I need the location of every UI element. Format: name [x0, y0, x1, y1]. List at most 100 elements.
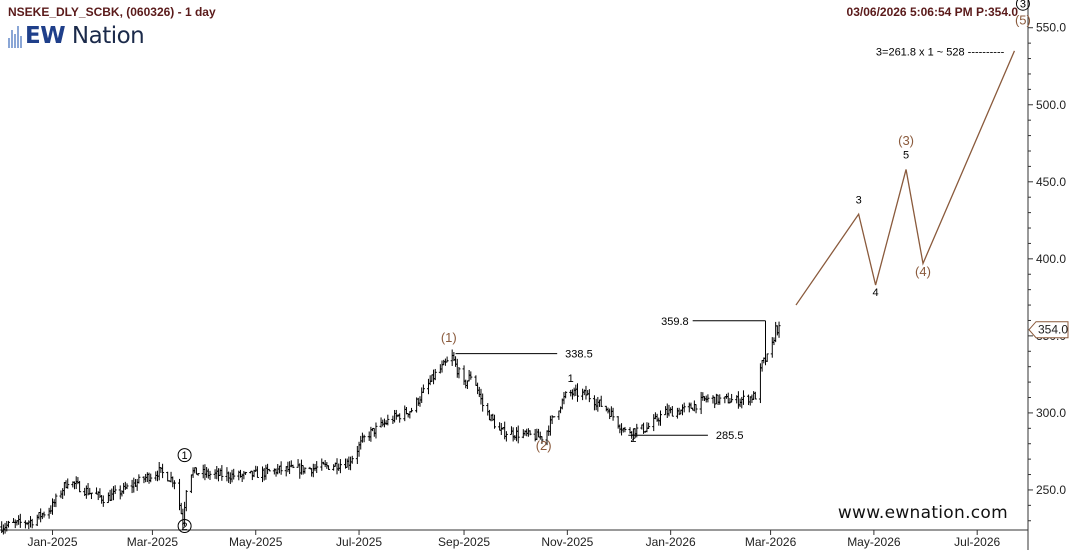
ohlc-bar — [147, 472, 151, 484]
ohlc-bar — [748, 396, 752, 406]
ohlc-bar — [196, 473, 200, 476]
ohlc-bar — [692, 400, 696, 412]
ohlc-bar — [298, 463, 302, 479]
ohlc-bar — [428, 375, 432, 386]
ohlc-bar — [515, 427, 519, 442]
last-price-label: 354.0 — [1038, 323, 1068, 337]
ohlc-bar — [657, 417, 661, 426]
ohlc-bar — [194, 467, 198, 475]
ohlc-bar — [225, 467, 229, 482]
x-tick-label: Jan-2025 — [27, 535, 77, 549]
y-tick-label: 300.0 — [1036, 406, 1066, 420]
ohlc-bars — [0, 321, 781, 535]
wave-label: 5 — [903, 150, 909, 162]
ohlc-bar — [18, 513, 22, 528]
ohlc-bar — [296, 459, 300, 468]
ohlc-bar — [228, 472, 232, 484]
ohlc-bar — [699, 391, 703, 415]
ohlc-bar — [587, 389, 591, 403]
ohlc-bar — [706, 394, 710, 403]
ohlc-bar — [758, 363, 762, 404]
datetime-price-readout: 03/06/2026 5:06:54 PM P:354.0 — [846, 5, 1018, 19]
wave-label: 4 — [873, 287, 879, 299]
ohlc-bar — [323, 460, 327, 468]
ohlc-bar — [537, 428, 541, 438]
ohlc-bar — [604, 405, 608, 412]
ohlc-bar — [262, 468, 266, 481]
ohlc-bar — [30, 518, 34, 529]
x-tick-label: Jul-2026 — [954, 535, 1000, 549]
ohlc-bar — [284, 466, 288, 477]
ohlc-bar — [42, 511, 46, 518]
ohlc-bar — [665, 403, 669, 418]
ohlc-bar — [279, 461, 283, 475]
ohlc-bar — [723, 396, 727, 404]
ohlc-bar — [51, 498, 55, 515]
level-label: 338.5 — [565, 349, 593, 361]
x-tick-label: Jan-2026 — [646, 535, 696, 549]
ohlc-bar — [267, 468, 271, 472]
ohlc-bar — [525, 428, 529, 437]
ohlc-bar — [664, 406, 668, 416]
ohlc-bar — [335, 458, 339, 475]
wave-label-circle — [177, 519, 192, 533]
ohlc-bar — [416, 397, 420, 406]
ohlc-bar — [135, 478, 139, 491]
fib-annotation: 3=261.8 x 1 ~ 528 ---------- — [876, 46, 1005, 58]
x-tick-label: Nov-2025 — [541, 535, 593, 549]
ohlc-bar — [469, 371, 473, 380]
ohlc-bar — [516, 425, 520, 444]
ohlc-bar — [547, 425, 551, 436]
ohlc-bar — [689, 402, 693, 409]
wave-label: (5) — [1015, 13, 1031, 28]
ohlc-bar — [481, 393, 485, 412]
ohlc-bar — [125, 483, 129, 490]
ohlc-bar — [504, 431, 508, 442]
ohlc-bar — [694, 404, 698, 414]
ohlc-bar — [467, 370, 471, 382]
ohlc-bar — [477, 386, 481, 398]
ohlc-bar — [184, 490, 188, 512]
ohlc-bar — [426, 378, 430, 395]
ohlc-bar — [752, 391, 756, 400]
ohlc-bar — [338, 459, 342, 474]
ohlc-bar — [403, 405, 407, 422]
ohlc-bar — [487, 409, 491, 421]
ohlc-bar — [3, 522, 7, 534]
ohlc-bar — [450, 349, 454, 366]
ohlc-bar — [598, 399, 602, 407]
ohlc-bar — [415, 397, 419, 413]
ohlc-bar — [576, 383, 580, 402]
ohlc-bar — [171, 476, 175, 488]
ohlc-bar — [189, 474, 193, 494]
ohlc-bar — [740, 396, 744, 409]
ohlc-bar — [261, 466, 265, 483]
ohlc-bar — [420, 387, 424, 403]
ohlc-bar — [320, 458, 324, 471]
ohlc-bar — [594, 398, 598, 411]
ohlc-bar — [394, 409, 398, 420]
ohlc-bar — [289, 460, 293, 468]
ohlc-bar — [154, 471, 158, 481]
ohlc-bar — [763, 353, 767, 366]
ohlc-bar — [552, 416, 556, 418]
ohlc-bar — [359, 435, 363, 450]
ohlc-bar — [84, 485, 88, 499]
ohlc-bar — [581, 388, 585, 401]
ohlc-bar — [172, 480, 176, 490]
ohlc-bar — [658, 410, 662, 426]
ohlc-bar — [647, 422, 651, 430]
ohlc-bar — [765, 353, 769, 362]
ohlc-bar — [47, 507, 51, 519]
ohlc-bar — [367, 431, 371, 441]
ohlc-bar — [191, 467, 195, 478]
ohlc-bar — [620, 423, 624, 436]
x-tick-label: Mar-2025 — [127, 535, 179, 549]
ohlc-bar — [169, 471, 173, 483]
ohlc-bar — [716, 394, 720, 405]
ohlc-bar — [23, 520, 27, 529]
ohlc-bar — [350, 455, 354, 464]
ohlc-bar — [35, 514, 39, 527]
ohlc-bar — [108, 489, 112, 502]
